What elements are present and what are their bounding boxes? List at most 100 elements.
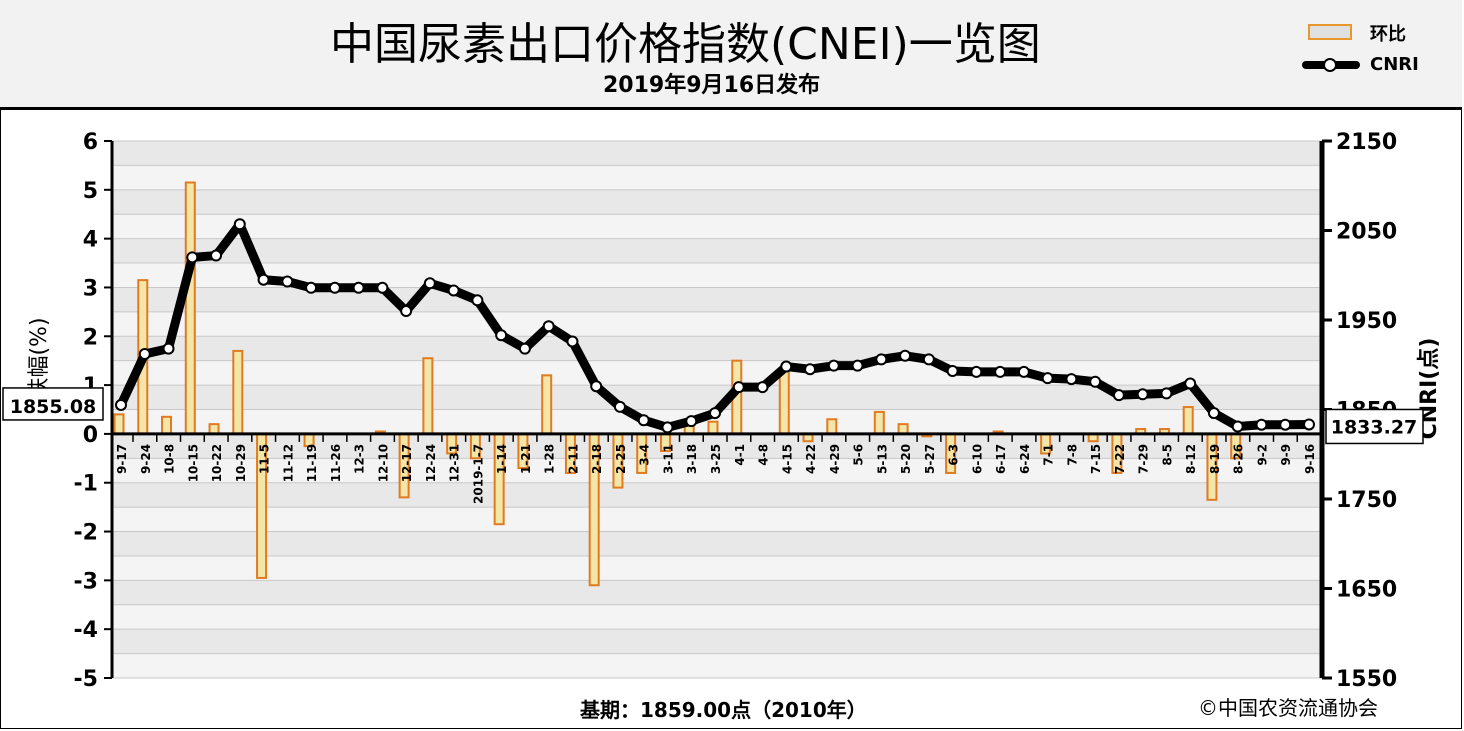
end-value-label: 1833.27 <box>1331 416 1418 438</box>
x-tick-label: 9-17 <box>115 444 129 474</box>
cnri-point <box>1065 373 1078 386</box>
plot-band <box>112 214 1322 239</box>
cnri-point <box>732 381 745 394</box>
x-tick-label: 3-11 <box>661 444 675 474</box>
cnri-point <box>613 400 626 413</box>
x-tick-label: 12-24 <box>424 444 438 482</box>
cnri-point <box>637 414 650 427</box>
x-tick-label: 9-2 <box>1255 444 1269 466</box>
right-tick-label: 1650 <box>1336 578 1397 603</box>
left-tick-label: 3 <box>83 276 98 301</box>
cnri-point <box>1279 418 1292 431</box>
x-tick-label: 8-19 <box>1208 444 1222 474</box>
x-tick-label: 5-27 <box>923 444 937 474</box>
x-tick-label: 4-1 <box>733 444 747 466</box>
cnri-point <box>186 251 199 264</box>
legend-line-label: CNRI <box>1370 54 1419 75</box>
x-tick-label: 11-26 <box>329 444 343 482</box>
right-tick-label: 2150 <box>1336 130 1397 155</box>
cnri-point <box>875 353 888 366</box>
x-tick-label: 7-8 <box>1065 444 1079 466</box>
cnri-point <box>851 359 864 372</box>
cnri-point <box>305 281 318 294</box>
x-tick-label: 11-5 <box>258 444 272 474</box>
x-tick-label: 12-3 <box>353 444 367 474</box>
x-tick-label: 9-16 <box>1303 444 1317 474</box>
x-tick-label: 3-25 <box>709 444 723 474</box>
cnri-point <box>685 415 698 428</box>
cnri-point <box>257 273 270 286</box>
cnri-point <box>328 281 341 294</box>
bar <box>422 357 434 435</box>
left-tick-label: 5 <box>83 179 98 204</box>
cnri-point <box>780 360 793 373</box>
x-tick-label: 6-10 <box>970 444 984 474</box>
x-tick-label: 10-8 <box>163 444 177 474</box>
cnri-point <box>542 320 555 333</box>
cnri-point <box>590 380 603 393</box>
x-tick-label: 6-17 <box>994 444 1008 474</box>
x-tick-label: 7-15 <box>1089 444 1103 474</box>
x-tick-label: 6-24 <box>1018 444 1032 474</box>
legend-bar-swatch <box>1308 24 1352 40</box>
x-tick-label: 11-12 <box>281 444 295 482</box>
cnri-point <box>1160 387 1173 400</box>
cnri-point <box>994 365 1007 378</box>
plot-band <box>112 311 1322 337</box>
x-tick-label: 9-9 <box>1279 444 1293 466</box>
right-tick-label: 1750 <box>1336 488 1397 513</box>
cnri-point <box>1255 418 1268 431</box>
x-tick-label: 12-31 <box>448 444 462 482</box>
left-tick-label: -1 <box>74 472 98 497</box>
cnri-point <box>1303 418 1315 431</box>
bar <box>826 418 838 435</box>
cnri-point <box>495 329 508 342</box>
left-tick-label: 2 <box>83 325 98 350</box>
chart-area: 6543210-1-2-3-4-521502050195018501750165… <box>2 130 1442 692</box>
x-tick-label: 10-29 <box>234 444 248 482</box>
x-tick-label: 1-21 <box>519 444 533 474</box>
plot-band <box>112 507 1322 532</box>
x-tick-label: 5-6 <box>852 444 866 466</box>
x-tick-label: 10-22 <box>210 444 224 482</box>
x-tick-label: 11-19 <box>305 444 319 482</box>
page-title: 中国尿素出口价格指数(CNEI)一览图 <box>330 19 1041 70</box>
cnri-point <box>1136 388 1149 401</box>
x-tick-label: 2019-1-7 <box>471 444 485 504</box>
cnri-point <box>162 342 175 355</box>
left-tick-label: 4 <box>83 228 98 253</box>
cnri-point <box>138 348 151 361</box>
x-tick-label: 2-18 <box>590 444 604 474</box>
bar <box>113 413 125 435</box>
left-tick-label: -3 <box>74 569 98 594</box>
cnri-point <box>210 249 223 262</box>
cnri-point <box>1112 389 1125 402</box>
left-tick-label: -4 <box>74 618 98 643</box>
cnri-point <box>1017 365 1030 378</box>
plot-band <box>112 555 1322 581</box>
x-tick-label: 9-24 <box>139 444 153 474</box>
plot-band <box>112 360 1322 386</box>
cnri-point <box>922 353 935 366</box>
cnri-point <box>281 275 294 288</box>
cnri-point <box>1207 407 1220 420</box>
right-tick-label: 2050 <box>1336 220 1397 245</box>
cnri-point <box>827 359 840 372</box>
x-tick-label: 12-10 <box>376 444 390 482</box>
cnri-point <box>233 218 246 231</box>
header: 中国尿素出口价格指数(CNEI)一览图 2019年9月16日发布 环比 CNRI <box>0 0 1462 110</box>
x-tick-label: 8-12 <box>1184 444 1198 474</box>
right-tick-label: 1950 <box>1336 309 1397 334</box>
plot-band <box>112 653 1322 678</box>
x-tick-label: 1-14 <box>495 444 509 474</box>
x-tick-label: 2-11 <box>566 444 580 474</box>
x-tick-label: 12-17 <box>400 444 414 482</box>
start-value-box <box>2 387 104 421</box>
x-tick-label: 10-15 <box>186 444 200 482</box>
legend: 环比 CNRI <box>1300 18 1450 88</box>
cnri-point <box>518 342 531 355</box>
x-tick-label: 3-4 <box>638 444 652 466</box>
cnri-point <box>400 305 413 318</box>
x-tick-label: 4-8 <box>757 444 771 466</box>
x-tick-label: 8-5 <box>1160 444 1174 466</box>
